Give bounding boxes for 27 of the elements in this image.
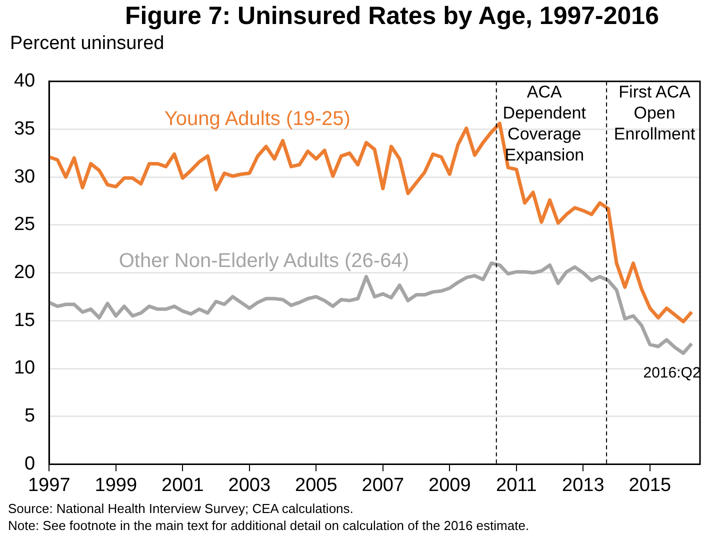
x-tick-label: 2007 — [362, 474, 404, 496]
y-tick-label: 30 — [14, 166, 36, 188]
chart-title: Figure 7: Uninsured Rates by Age, 1997-2016 — [124, 1, 660, 32]
x-tick-label: 2005 — [295, 474, 338, 496]
x-tick-label: 2001 — [162, 474, 204, 496]
ref-line-label: First ACA Open Enrollment — [614, 82, 696, 144]
x-tick-label: 1999 — [94, 474, 138, 496]
y-tick-label: 0 — [24, 453, 36, 474]
text: Note: See footnote in the main text for additional detail on calculation of the 2016 estimate. — [7, 517, 530, 534]
source-note: Source: National Health Interview Survey; CEA calculations. — [7, 500, 354, 517]
y-tick-label: 10 — [14, 358, 36, 379]
x-tick-label: 2009 — [428, 474, 471, 496]
series-label: Young Adults (19-25) — [164, 108, 350, 130]
y-tick-label: 40 — [14, 70, 36, 92]
y-tick-label: 5 — [24, 406, 36, 427]
y-tick-label: 20 — [14, 262, 36, 284]
y-tick-label: 15 — [14, 310, 36, 331]
x-tick-label: 2011 — [496, 474, 537, 496]
x-tick-label: 2013 — [562, 474, 604, 496]
y-tick-label: 25 — [14, 214, 36, 236]
x-tick-label: 1997 — [28, 474, 70, 496]
y-axis-title: Percent uninsured — [9, 32, 166, 56]
x-tick-label: 2015 — [628, 474, 672, 496]
series-label: Other Non-Elderly Adults (26-64) — [118, 250, 409, 272]
y-tick-label: 35 — [14, 118, 36, 140]
x-tick-label: 2003 — [228, 474, 271, 496]
annotation: 2016:Q2 — [643, 364, 701, 382]
